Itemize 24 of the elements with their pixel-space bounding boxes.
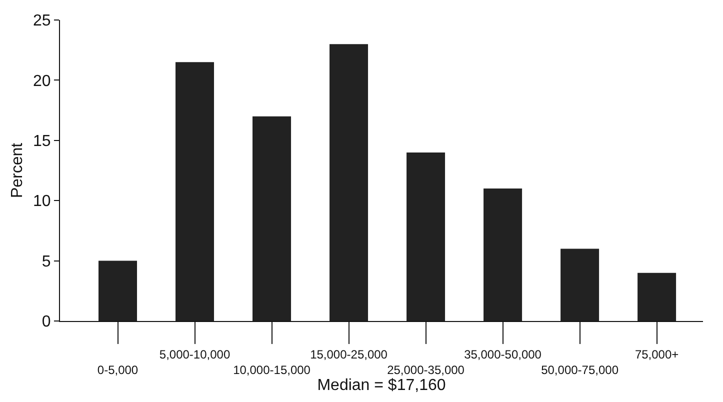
x-tick-label: 5,000-10,000 — [159, 347, 230, 362]
bar — [560, 248, 600, 321]
y-tick-label: 10 — [33, 193, 51, 210]
y-tick-label: 15 — [33, 133, 51, 150]
x-tick-label: 50,000-75,000 — [541, 363, 619, 377]
x-tick-label: 25,000-35,000 — [387, 363, 465, 377]
y-tick-label: 25 — [33, 12, 51, 30]
x-tick-label: 10,000-15,000 — [233, 363, 311, 377]
bar — [252, 116, 292, 321]
x-axis-title: Median = $17,160 — [317, 377, 446, 394]
bar — [176, 62, 214, 321]
y-tick-label: 5 — [42, 253, 51, 270]
x-tick-label: 35,000-50,000 — [464, 347, 542, 362]
bar — [98, 260, 138, 321]
bar — [638, 272, 676, 321]
y-axis-title: Percent — [8, 142, 26, 198]
bar — [406, 152, 446, 321]
y-tick-label: 20 — [33, 72, 51, 90]
y-tick-label: 0 — [42, 314, 51, 331]
bar — [484, 188, 522, 321]
x-tick-label: 15,000-25,000 — [310, 347, 388, 362]
x-tick-label: 75,000+ — [634, 347, 679, 362]
x-tick-label: 0-5,000 — [97, 363, 138, 377]
bar — [330, 44, 368, 321]
